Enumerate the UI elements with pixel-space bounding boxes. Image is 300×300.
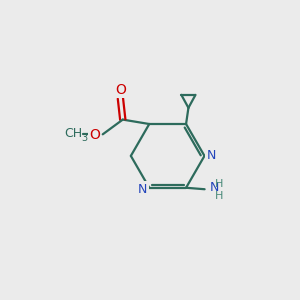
- Text: 3: 3: [81, 134, 87, 143]
- Text: CH: CH: [64, 127, 83, 140]
- Text: H: H: [215, 191, 224, 201]
- Text: O: O: [89, 128, 100, 142]
- Text: N: N: [137, 183, 147, 196]
- Text: N: N: [209, 181, 219, 194]
- Text: N: N: [207, 149, 216, 162]
- Text: O: O: [115, 82, 126, 97]
- Text: H: H: [215, 179, 224, 189]
